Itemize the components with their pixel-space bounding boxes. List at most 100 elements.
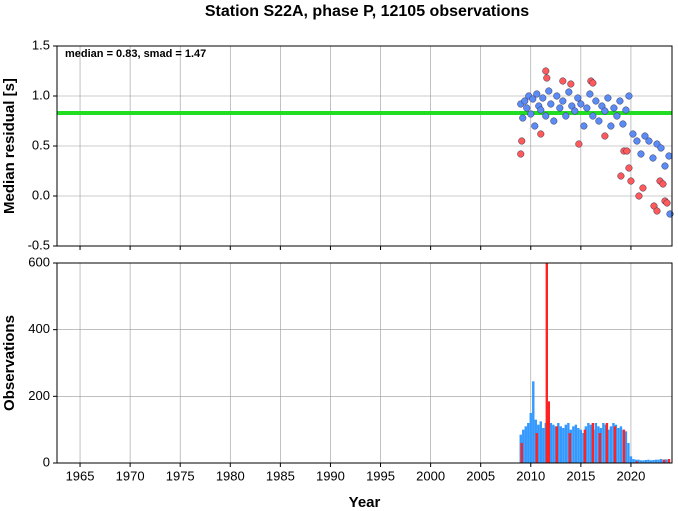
point [545,87,553,95]
point [592,97,600,105]
bar [594,423,598,463]
point [575,140,583,148]
point [659,180,667,188]
bar [559,426,563,463]
x-axis-label: Year [349,494,381,511]
point [589,79,597,87]
y-tick-label: 1.0 [32,87,50,102]
point [539,94,547,102]
bar [567,423,570,463]
point [580,122,588,130]
point [567,80,575,88]
point [645,137,653,145]
point [627,177,635,185]
point [619,120,627,128]
point [663,199,671,207]
bar [654,459,658,463]
bar [635,461,639,463]
point [639,184,647,192]
point [537,130,545,138]
bar [547,401,550,463]
bar [657,459,660,463]
point [574,94,582,102]
y-tick-label: 600 [28,254,50,269]
x-tick-label: 1985 [266,468,295,483]
bar [589,424,593,463]
bar [598,433,602,463]
point [550,117,558,125]
bar [542,428,545,463]
bar [555,426,559,463]
bar [527,423,530,463]
bar [539,421,542,463]
point [523,104,531,112]
point [577,100,585,108]
bar [613,426,617,463]
bar [629,456,633,463]
bar [659,459,663,463]
point [562,112,570,120]
point [589,112,597,120]
point [586,90,594,98]
point [623,147,631,155]
bar [579,429,583,463]
x-tick-label: 1970 [116,468,145,483]
y-tick-label: 0 [43,454,50,469]
point [521,97,529,105]
bar [535,433,538,463]
bar [587,423,590,463]
bar [583,429,587,463]
point [531,122,539,130]
bar [577,428,580,463]
bar [624,431,628,463]
point [583,104,591,112]
bar [552,424,555,463]
plot-frame [56,262,673,464]
point [641,132,649,140]
point [657,144,665,152]
bar [634,459,638,463]
point [543,74,551,82]
point [610,104,618,112]
point [633,137,641,145]
bar [622,429,626,463]
bar [619,426,623,463]
bar [597,426,600,463]
bar [582,433,585,463]
chart-title: Station S22A, phase P, 12105 observation… [205,3,529,20]
point [613,112,621,120]
bar [602,423,605,463]
bar [591,423,595,463]
bar [612,423,615,463]
y-tick-label: 1.5 [32,37,50,52]
bar [522,429,525,463]
x-tick-label: 2010 [516,468,545,483]
point [533,90,541,98]
bar [664,459,668,463]
bar [529,413,532,463]
point [537,106,545,114]
bar [605,423,609,463]
plot-frame [56,45,673,247]
x-tick-label: 1995 [366,468,395,483]
bar [557,423,560,463]
bar [562,428,565,463]
x-tick-label: 2005 [466,468,495,483]
y-tick-label: 400 [28,321,50,336]
x-tick-label: 2000 [416,468,445,483]
bar [545,263,548,463]
bar [632,459,635,463]
point [622,106,630,114]
point [542,112,550,120]
point [665,152,673,160]
point [559,77,567,85]
y-axis-label: Observations [1,315,18,411]
bar [627,443,630,463]
point [604,94,612,102]
point [617,172,625,180]
bar [644,460,648,463]
x-tick-label: 1990 [316,468,345,483]
point [616,97,624,105]
y-tick-label: 0.5 [32,137,50,152]
bar [652,460,655,463]
